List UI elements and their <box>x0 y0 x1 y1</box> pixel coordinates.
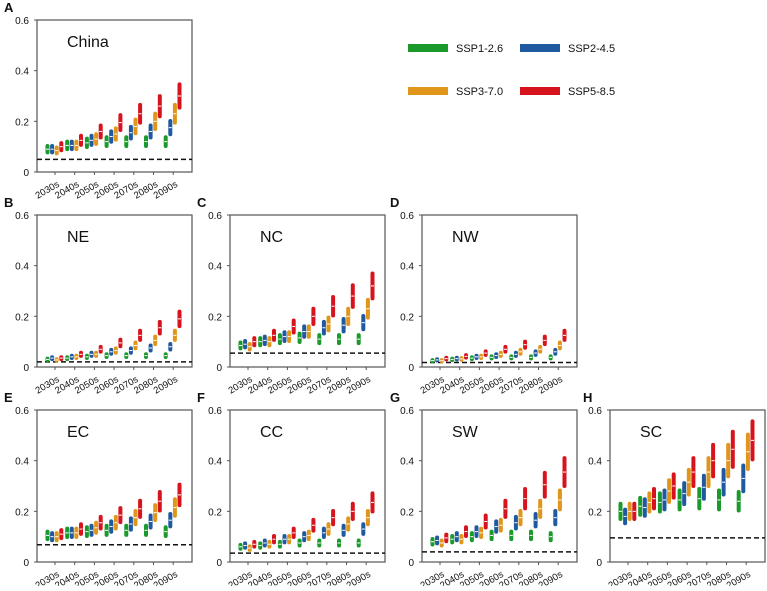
panel-letter: E <box>4 390 13 405</box>
panel-letter: F <box>197 390 205 405</box>
region-title: SW <box>452 424 479 441</box>
y-tick-label: 0.2 <box>588 507 602 518</box>
y-tick-label: 0.6 <box>400 211 414 222</box>
y-tick-label: 0.6 <box>208 211 222 222</box>
region-title: NW <box>452 229 480 246</box>
y-tick-label: 0.4 <box>15 262 29 273</box>
panel-letter: C <box>197 195 207 210</box>
y-tick-label: 0.6 <box>15 211 29 222</box>
y-tick-label: 0.4 <box>208 262 222 273</box>
y-tick-label: 0.2 <box>15 117 29 128</box>
y-tick-label: 0 <box>23 558 29 569</box>
y-tick-label: 0.4 <box>15 457 29 468</box>
y-tick-label: 0 <box>216 558 222 569</box>
y-tick-label: 0 <box>408 558 414 569</box>
y-tick-label: 0.2 <box>15 312 29 323</box>
region-title: CC <box>260 424 283 441</box>
y-tick-label: 0 <box>408 363 414 374</box>
legend-swatch <box>408 44 448 52</box>
legend-label: SSP3-7.0 <box>456 86 503 98</box>
plot-frame <box>421 214 578 368</box>
region-title: SC <box>640 424 662 441</box>
y-tick-label: 0.4 <box>15 67 29 78</box>
y-tick-label: 0 <box>216 363 222 374</box>
panel-letter: A <box>4 0 14 15</box>
y-tick-label: 0.4 <box>208 457 222 468</box>
legend-swatch <box>520 87 560 95</box>
y-tick-label: 0.4 <box>400 457 414 468</box>
panel-letter: B <box>4 195 13 210</box>
panel-letter: H <box>583 390 592 405</box>
legend-label: SSP1-2.6 <box>456 43 503 55</box>
y-tick-label: 0.6 <box>15 406 29 417</box>
legend-label: SSP2-4.5 <box>568 43 615 55</box>
y-tick-label: 0.4 <box>588 457 602 468</box>
legend-label: SSP5-8.5 <box>568 86 615 98</box>
y-tick-label: 0 <box>23 168 29 179</box>
y-tick-label: 0.6 <box>588 406 602 417</box>
panel-letter: D <box>390 195 399 210</box>
panel-letter: G <box>390 390 400 405</box>
y-tick-label: 0.2 <box>400 312 414 323</box>
y-tick-label: 0.6 <box>208 406 222 417</box>
region-title: NC <box>260 229 283 246</box>
y-tick-label: 0 <box>596 558 602 569</box>
legend-swatch <box>520 44 560 52</box>
region-title: China <box>67 34 109 51</box>
y-tick-label: 0.2 <box>208 312 222 323</box>
y-tick-label: 0.2 <box>208 507 222 518</box>
y-tick-label: 0.6 <box>15 16 29 27</box>
legend-swatch <box>408 87 448 95</box>
y-tick-label: 0.4 <box>400 262 414 273</box>
region-title: EC <box>67 424 89 441</box>
region-title: NE <box>67 229 89 246</box>
y-tick-label: 0.2 <box>15 507 29 518</box>
y-tick-label: 0 <box>23 363 29 374</box>
y-tick-label: 0.6 <box>400 406 414 417</box>
y-tick-label: 0.2 <box>400 507 414 518</box>
